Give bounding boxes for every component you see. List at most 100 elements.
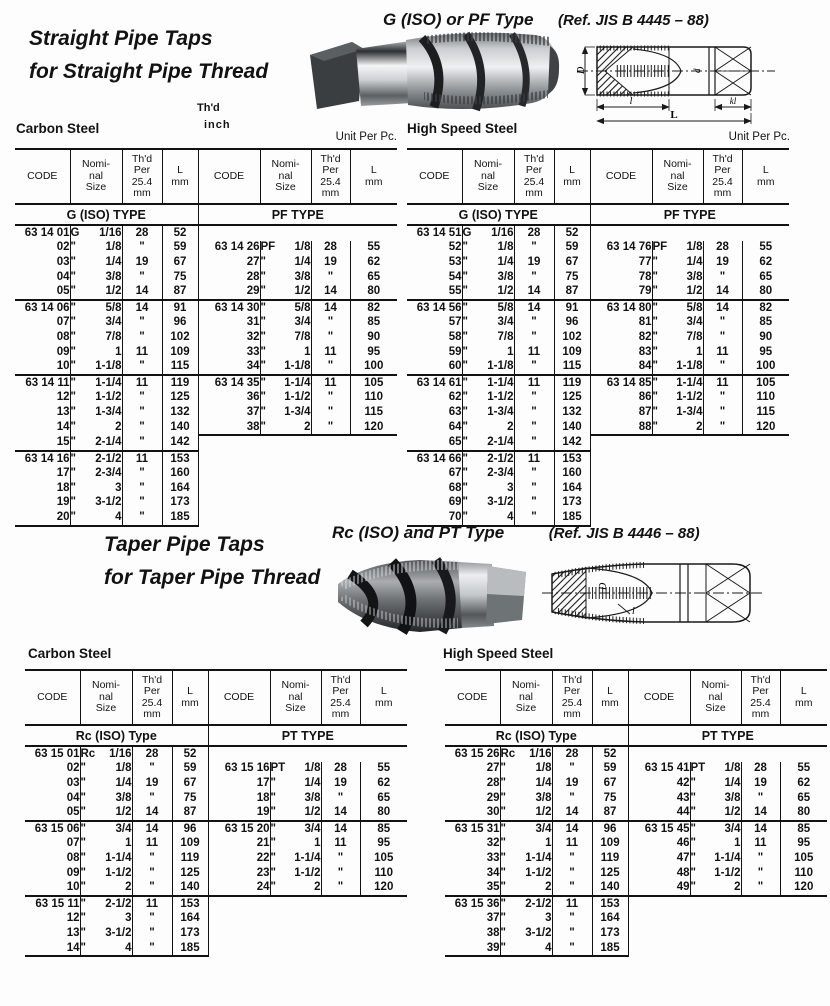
column-header: Th'd Per 25.4 mm: [513, 149, 554, 205]
length-mm-cell: 52: [161, 225, 199, 241]
nominal-size-cell: " 1: [651, 344, 703, 360]
table-row: 63 14 66 " 2-1/2 11 153: [407, 450, 789, 467]
code-cell: 63 14 06: [24, 301, 70, 314]
nominal-size-cell: " 7/8: [461, 330, 514, 345]
table-row: 08 " 7/8 " 102 32 " 7/8 " 90: [15, 330, 397, 345]
blank-cell: [270, 896, 321, 912]
nominal-size-cell: " 3: [69, 481, 122, 496]
blank-cell: [742, 467, 789, 482]
straight-carbon-table-mount: CODE Nomi- nal Size Th'd Per 25.4 mm L mm CO…: [15, 148, 397, 527]
code-cell: 32: [486, 837, 500, 850]
size-value: 1-1/4: [105, 851, 132, 864]
table-row: 34 " 1-1/2 " 125 48 " 1-1/2 " 110: [445, 865, 827, 881]
nominal-size-cell: Rc 1/16: [499, 746, 552, 762]
thd-per-inch-cell: 28: [310, 240, 350, 256]
length-mm-cell: 52: [171, 746, 209, 762]
code-cell: 23: [207, 865, 270, 881]
length-mm-cell: 153: [553, 450, 591, 467]
size-value: 3/8: [686, 270, 703, 283]
size-value: 2-1/2: [525, 897, 552, 910]
thd-per-inch-cell: 11: [702, 344, 742, 360]
code-cell: 63 15 16: [207, 761, 270, 777]
thd-per-inch-cell: ": [513, 510, 554, 527]
code-cell: 79: [589, 284, 652, 301]
thd-per-inch-cell: ": [310, 269, 350, 285]
nominal-size-cell: " 3/4: [69, 315, 122, 331]
thd-per-inch-cell: 28: [121, 225, 162, 241]
size-value: 7/8: [105, 330, 122, 343]
code-cell: 86: [589, 390, 652, 406]
nominal-size-cell: " 2: [651, 419, 703, 437]
size-value: 1-1/4: [284, 376, 311, 389]
table-row: 69 " 3-1/2 " 173: [407, 495, 789, 511]
length-mm-cell: 102: [553, 330, 591, 345]
blank-cell: [703, 225, 742, 241]
size-prefix: ": [70, 360, 76, 373]
nominal-size-cell: " 1/2: [69, 284, 122, 301]
size-prefix: ": [70, 301, 76, 314]
blank-cell: [198, 510, 260, 526]
size-prefix: ": [690, 851, 696, 864]
thd-per-inch-cell: ": [121, 435, 162, 452]
nominal-size-cell: " 1-1/4: [269, 851, 321, 866]
code-cell: 63 15 26: [454, 747, 500, 760]
length-mm-cell: 110: [359, 865, 407, 881]
thd-per-inch-cell: ": [310, 405, 350, 420]
nominal-size-cell: " 2-1/4: [69, 435, 122, 452]
table-row: 13 " 1-3/4 " 132 37 " 1-3/4 " 115: [15, 405, 397, 420]
thd-per-inch-cell: 11: [310, 344, 350, 360]
size-prefix: ": [70, 452, 76, 465]
thd-per-inch-cell: 14: [121, 299, 162, 316]
thd-per-inch-cell: 28: [513, 225, 554, 241]
thd-per-inch-cell: ": [513, 269, 554, 285]
table-row: 39 " 4 " 185: [445, 940, 827, 958]
code-cell: 07: [66, 837, 80, 850]
code-cell: 10: [25, 880, 80, 897]
length-mm-cell: 185: [591, 940, 629, 958]
table-row: 17 " 2-3/4 " 160: [15, 466, 397, 482]
length-mm-cell: 119: [171, 851, 209, 866]
thd-per-inch-cell: 19: [121, 255, 162, 270]
size-prefix: ": [500, 776, 506, 789]
length-mm-cell: 173: [171, 926, 209, 941]
nominal-size-cell: " 1-1/8: [651, 359, 703, 376]
length-mm-cell: 55: [741, 240, 789, 256]
code-cell: 63 14 16: [24, 452, 70, 465]
size-prefix: ": [270, 881, 276, 894]
size-prefix: PT: [690, 762, 706, 775]
size-value: 5/8: [497, 301, 514, 314]
table-row: 57 " 3/4 " 96 81 " 3/4 " 85: [407, 315, 789, 331]
nominal-size-cell: " 1-3/4: [69, 405, 122, 420]
code-cell: 83: [589, 344, 652, 360]
blank-cell: [208, 912, 270, 927]
code-cell: 37: [486, 912, 500, 925]
nominal-size-cell: " 3/4: [259, 315, 311, 331]
code-cell: 24: [207, 880, 270, 897]
thd-per-inch-cell: 14: [121, 284, 162, 301]
code-cell: 78: [589, 269, 652, 285]
dim-label-D: D: [576, 66, 587, 75]
size-prefix: ": [462, 511, 468, 524]
size-prefix: Rc: [500, 747, 516, 760]
code-cell: 09: [66, 866, 80, 879]
size-prefix: ": [260, 345, 266, 358]
nominal-size-cell: " 3/8: [499, 790, 552, 806]
code-cell: 37: [197, 405, 260, 420]
table-row: 32 " 1 11 109 46 " 1 11 95: [445, 836, 827, 852]
length-mm-cell: 59: [161, 240, 199, 256]
size-prefix: ": [500, 866, 506, 879]
blank-cell: [350, 451, 397, 467]
code-cell: 34: [486, 866, 500, 879]
length-mm-cell: 96: [553, 315, 591, 331]
length-mm-cell: 87: [591, 805, 629, 822]
size-prefix: ": [260, 301, 266, 314]
column-header: CODE: [197, 149, 260, 205]
size-prefix: ": [80, 941, 86, 954]
blank-cell: [742, 496, 789, 511]
blank-cell: [741, 746, 780, 762]
length-mm-cell: 153: [161, 450, 199, 467]
code-cell: 13: [56, 405, 70, 418]
size-prefix: ": [260, 285, 266, 298]
column-header: CODE: [627, 670, 690, 726]
code-cell: 67: [448, 467, 462, 480]
